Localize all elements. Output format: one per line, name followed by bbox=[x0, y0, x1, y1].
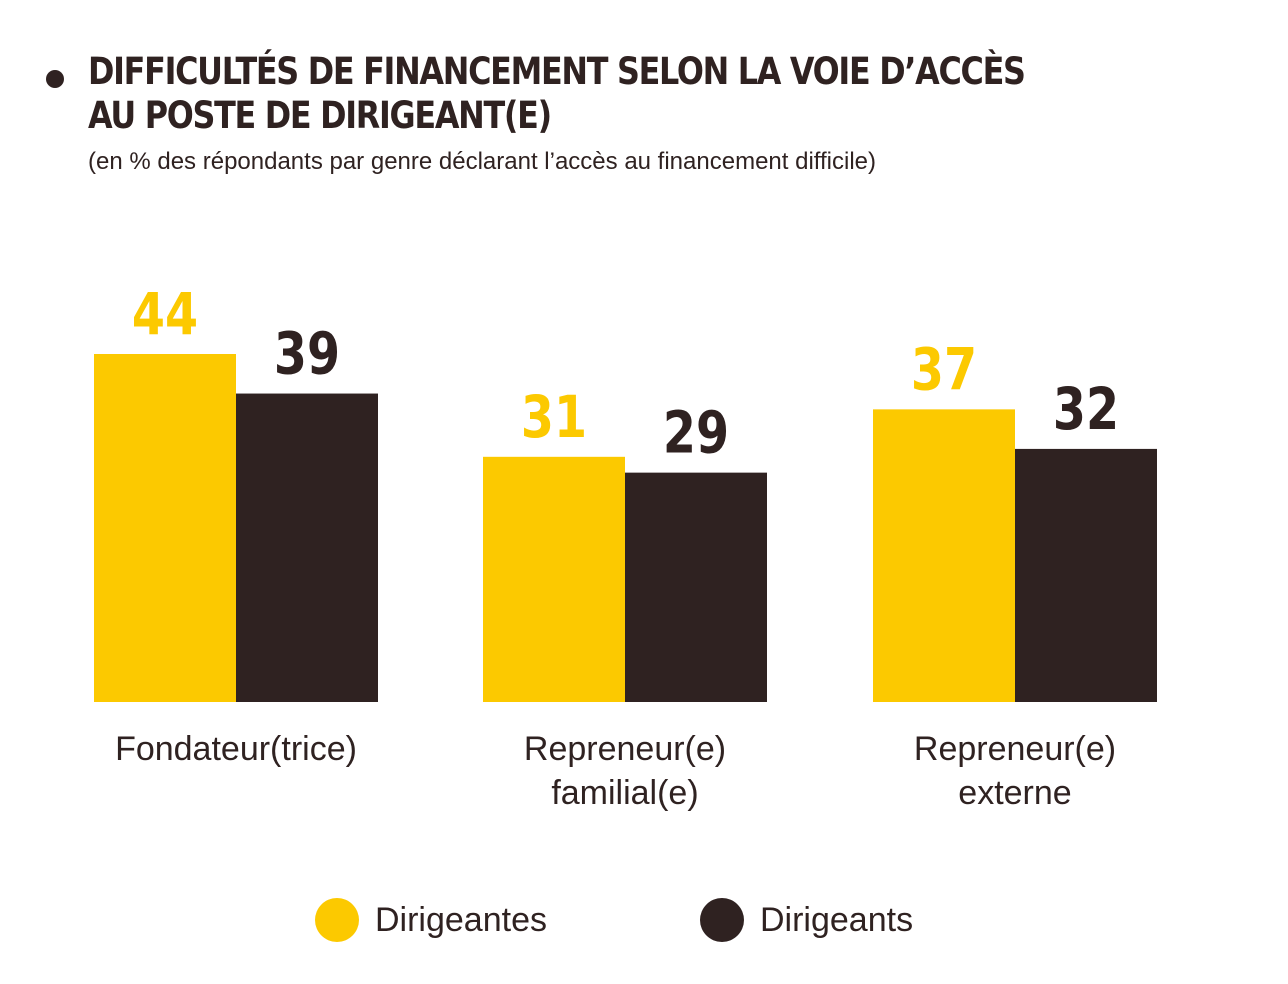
legend-label-dirigeantes: Dirigeantes bbox=[375, 900, 547, 939]
bar-dirigeants-1 bbox=[236, 393, 378, 702]
value-label-dirigeantes-1: 44 bbox=[132, 280, 198, 348]
value-label-dirigeantes-2: 31 bbox=[521, 383, 587, 451]
chart-subtitle: (en % des répondants par genre déclarant… bbox=[88, 148, 877, 175]
bullet-icon bbox=[46, 70, 64, 88]
chart-title: DIFFICULTÉS DE FINANCEMENT SELON LA VOIE… bbox=[88, 50, 1079, 138]
bar-dirigeants-3 bbox=[1015, 448, 1157, 702]
value-label-dirigeants-1: 39 bbox=[274, 320, 340, 388]
legend-item-dirigeantes: Dirigeantes bbox=[315, 895, 547, 945]
bar-dirigeantes-1 bbox=[94, 354, 236, 702]
legend-item-dirigeants: Dirigeants bbox=[700, 895, 913, 945]
category-label-2-line-1: Repreneur(e) bbox=[524, 730, 726, 768]
legend: Dirigeantes Dirigeants bbox=[0, 895, 1288, 945]
bar-dirigeantes-3 bbox=[873, 409, 1015, 702]
chart-header: DIFFICULTÉS DE FINANCEMENT SELON LA VOIE… bbox=[40, 50, 1240, 176]
bar-dirigeantes-2 bbox=[483, 456, 625, 702]
category-label-2-line-2: familial(e) bbox=[551, 774, 698, 812]
category-label-3-line-1: Repreneur(e) bbox=[914, 730, 1116, 768]
chart-title-line-2: AU POSTE DE DIRIGEANT(E) bbox=[88, 94, 552, 137]
value-label-dirigeantes-3: 37 bbox=[911, 336, 977, 404]
value-label-dirigeants-3: 32 bbox=[1053, 375, 1119, 443]
category-label-3-line-2: externe bbox=[958, 774, 1071, 812]
value-label-dirigeants-2: 29 bbox=[663, 399, 729, 467]
legend-swatch-dirigeantes bbox=[315, 898, 359, 942]
legend-label-dirigeants: Dirigeants bbox=[760, 900, 914, 939]
bar-dirigeants-2 bbox=[625, 472, 767, 702]
category-label-1-line-1: Fondateur(trice) bbox=[115, 730, 357, 768]
chart-title-line-1: DIFFICULTÉS DE FINANCEMENT SELON LA VOIE… bbox=[88, 50, 1026, 93]
legend-swatch-dirigeants bbox=[700, 898, 744, 942]
